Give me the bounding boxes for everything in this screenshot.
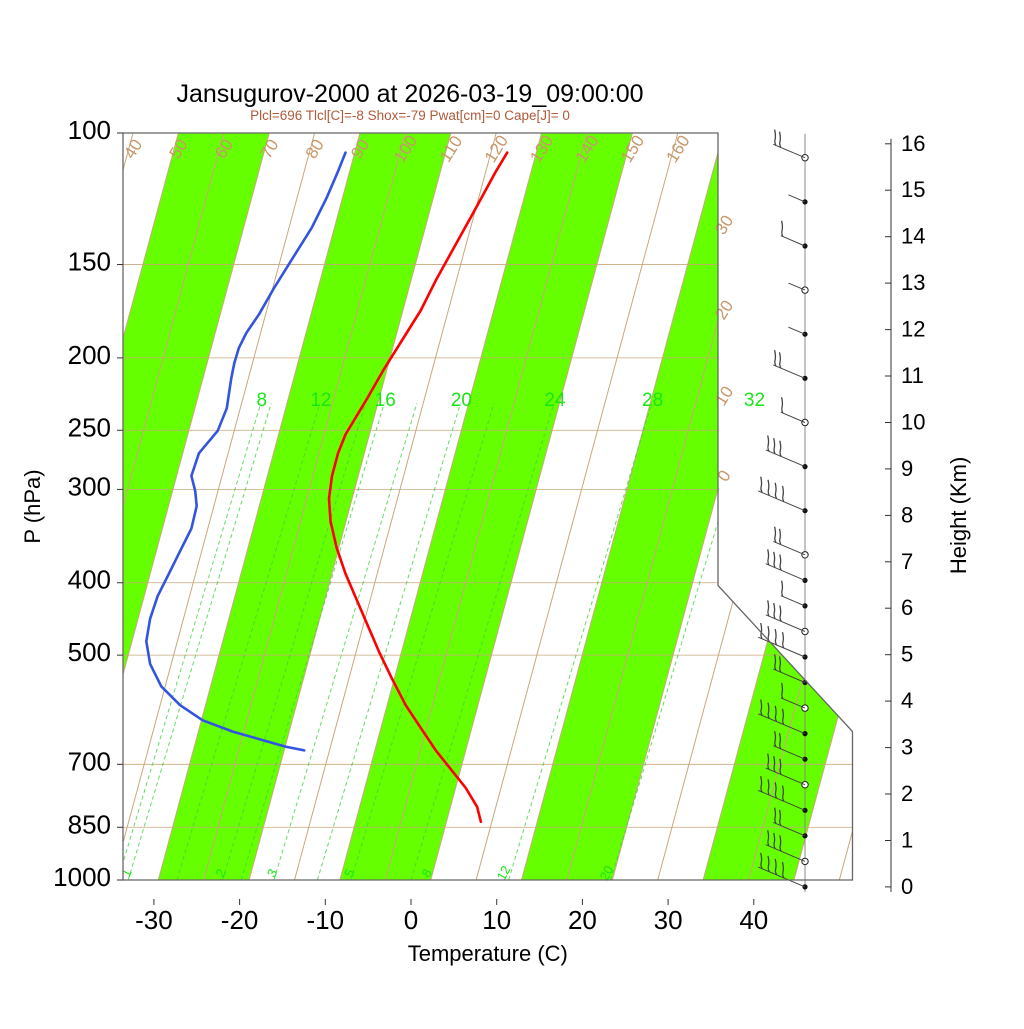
svg-text:Jansugurov-2000 at 2026-03-19_: Jansugurov-2000 at 2026-03-19_09:00:00 [176,80,643,108]
svg-text:20: 20 [568,905,597,935]
svg-text:1000: 1000 [53,862,111,892]
svg-text:14: 14 [901,224,925,249]
svg-text:100: 100 [68,115,111,145]
svg-text:P (hPa): P (hPa) [20,469,45,543]
svg-text:10: 10 [482,905,511,935]
svg-text:6: 6 [901,595,913,620]
svg-text:Plcl=696 Tlcl[C]=-8 Shox=-79 P: Plcl=696 Tlcl[C]=-8 Shox=-79 Pwat[cm]=0 … [250,108,570,123]
svg-text:Temperature (C): Temperature (C) [408,941,568,966]
svg-text:40: 40 [739,905,768,935]
svg-text:700: 700 [68,746,111,776]
svg-text:-30: -30 [135,905,173,935]
svg-text:-10: -10 [307,905,345,935]
svg-text:24: 24 [544,390,566,411]
svg-text:13: 13 [901,270,925,295]
svg-text:10: 10 [901,410,925,435]
svg-text:2: 2 [901,781,913,806]
svg-text:500: 500 [68,637,111,667]
svg-text:32: 32 [744,390,765,411]
svg-text:0: 0 [901,874,913,899]
svg-text:20: 20 [451,390,472,411]
svg-text:3: 3 [901,735,913,760]
svg-text:8: 8 [257,390,268,411]
svg-text:400: 400 [68,565,111,595]
svg-text:5: 5 [901,642,913,667]
svg-text:9: 9 [901,456,913,481]
svg-text:250: 250 [68,412,111,442]
svg-text:16: 16 [375,390,396,411]
svg-text:7: 7 [901,549,913,574]
svg-text:28: 28 [642,390,663,411]
svg-text:15: 15 [901,177,925,202]
svg-text:300: 300 [68,471,111,501]
svg-text:200: 200 [68,340,111,370]
svg-text:850: 850 [68,809,111,839]
svg-text:12: 12 [310,390,331,411]
svg-text:11: 11 [901,363,924,388]
svg-text:8: 8 [901,502,913,527]
svg-text:4: 4 [901,688,913,713]
svg-text:-20: -20 [221,905,259,935]
svg-text:16: 16 [901,131,925,156]
svg-text:0: 0 [404,905,418,935]
svg-text:150: 150 [68,247,111,277]
svg-text:Height (Km): Height (Km) [946,457,971,574]
svg-text:1: 1 [901,828,913,853]
svg-text:12: 12 [901,317,925,342]
svg-text:30: 30 [654,905,683,935]
